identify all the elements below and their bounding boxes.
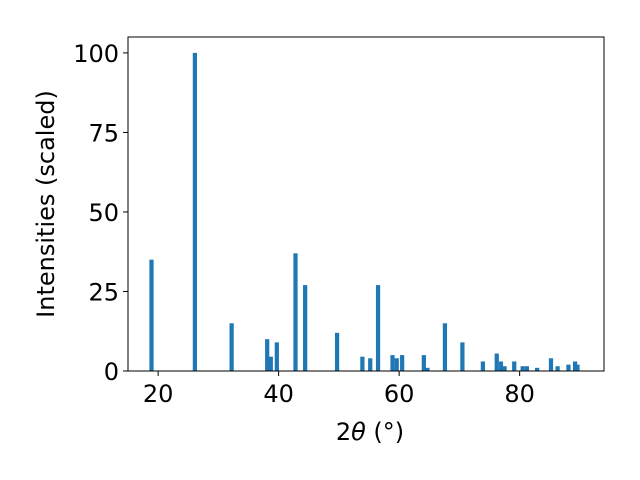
peak-bar	[480, 361, 485, 371]
peak-bar	[548, 358, 554, 371]
peak-bar	[375, 285, 381, 371]
peak-bar	[524, 366, 529, 371]
peak-bar	[512, 361, 517, 371]
x-axis-ticks: 20 40 60 80	[143, 371, 535, 408]
peak-bar	[229, 323, 234, 371]
plot-area	[128, 37, 604, 371]
peak-bar	[442, 323, 448, 371]
peak-bar	[303, 285, 308, 371]
x-tick-label: 40	[263, 380, 294, 408]
peak-bar	[494, 353, 499, 371]
y-tick-label: 75	[88, 119, 119, 147]
peak-bar	[421, 355, 426, 371]
x-axis-title-suffix: (°)	[366, 418, 404, 446]
x-tick-label: 80	[504, 380, 535, 408]
y-tick-label: 0	[104, 358, 119, 386]
peak-bar	[394, 358, 399, 371]
peak-bar	[293, 253, 298, 371]
peak-bar	[498, 361, 504, 371]
x-tick-label: 20	[143, 380, 174, 408]
peak-bar	[425, 367, 430, 371]
y-tick-label: 50	[88, 199, 119, 227]
peak-bar	[566, 364, 571, 371]
x-axis-title: 2θ (°)	[336, 418, 404, 446]
peak-bar	[520, 366, 525, 371]
peak-bar	[555, 366, 560, 371]
peak-bar	[149, 259, 154, 371]
y-axis-ticks: 0 25 50 75 100	[73, 40, 128, 386]
peak-bar	[368, 358, 373, 371]
y-axis-title: Intensities (scaled)	[32, 90, 60, 318]
peak-bar	[268, 356, 273, 371]
bars-group	[149, 52, 580, 372]
peak-bar	[360, 356, 365, 371]
y-tick-label: 100	[73, 40, 119, 68]
x-axis-title-symbol: θ	[351, 418, 366, 446]
peak-bar	[502, 366, 507, 371]
peak-bar	[575, 364, 580, 371]
plot-frame	[127, 36, 605, 372]
x-tick-label: 60	[384, 380, 415, 408]
peak-bar	[334, 332, 340, 371]
x-axis-title-prefix: 2	[336, 418, 351, 446]
peak-bar	[400, 355, 405, 371]
peak-bar	[390, 355, 395, 371]
peak-bar	[460, 342, 465, 371]
peak-bar	[572, 361, 578, 371]
peak-bar	[274, 342, 279, 371]
y-tick-label: 25	[88, 278, 119, 306]
peak-bar	[192, 52, 197, 372]
peak-bar	[265, 339, 270, 371]
peak-bar	[535, 367, 540, 371]
